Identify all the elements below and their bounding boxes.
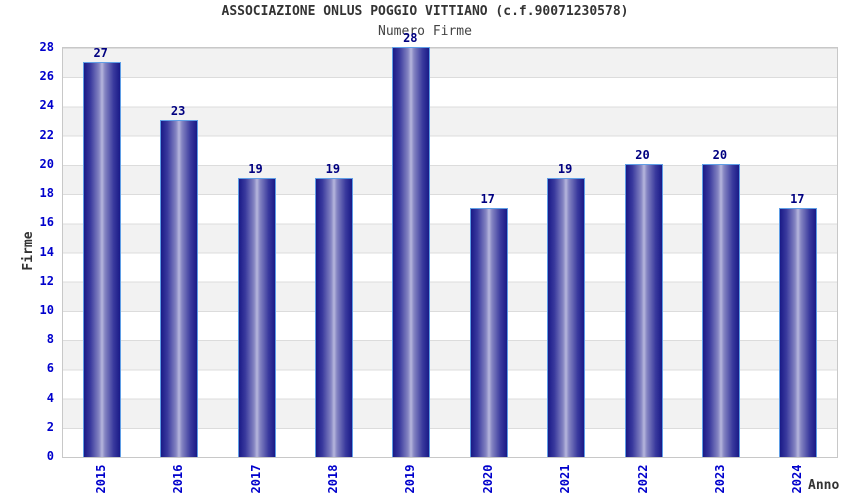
bar-value-label: 19 xyxy=(557,162,573,177)
bar-2023 xyxy=(701,163,740,457)
y-tick-label: 12 xyxy=(39,273,54,288)
bar-value-label: 23 xyxy=(170,104,186,119)
x-axis-label: Anno xyxy=(808,478,840,493)
y-tick-label: 22 xyxy=(39,127,54,142)
y-tick-label: 0 xyxy=(46,449,54,463)
bar-2019 xyxy=(392,47,431,457)
plot-area xyxy=(62,47,838,458)
bar-value-label: 17 xyxy=(480,191,495,206)
bar-value-label: 19 xyxy=(248,162,263,177)
bar-2017 xyxy=(237,178,276,457)
y-tick-label: 8 xyxy=(46,332,54,347)
x-tick-label: 2015 xyxy=(93,464,108,494)
x-tick-label: 2017 xyxy=(248,464,263,494)
bar-2018 xyxy=(314,178,353,457)
x-tick-label: 2020 xyxy=(480,464,495,494)
bar-value-label: 27 xyxy=(93,45,108,60)
bar-2015 xyxy=(82,61,121,457)
bar-2016 xyxy=(160,120,199,457)
y-tick-label: 20 xyxy=(39,156,54,171)
x-tick-label: 2024 xyxy=(790,464,805,494)
y-tick-label: 16 xyxy=(39,215,54,230)
bar-2021 xyxy=(547,178,586,457)
x-tick-label: 2022 xyxy=(635,464,650,494)
x-tick-label: 2018 xyxy=(325,464,340,494)
x-tick-label: 2016 xyxy=(171,464,186,494)
x-tick-label: 2023 xyxy=(712,464,727,494)
bar-2022 xyxy=(624,163,663,457)
y-tick-label: 28 xyxy=(39,40,54,54)
bar-value-label: 19 xyxy=(325,162,341,177)
y-tick-label: 4 xyxy=(46,390,54,405)
x-tick-label: 2021 xyxy=(558,464,573,494)
bar-value-label: 20 xyxy=(712,147,728,162)
y-tick-label: 26 xyxy=(39,69,54,84)
y-tick-label: 6 xyxy=(46,361,54,376)
bar-2024 xyxy=(779,207,818,457)
bar-value-label: 28 xyxy=(403,31,418,45)
y-tick-label: 24 xyxy=(39,98,54,113)
bar-value-label: 17 xyxy=(790,191,805,206)
x-tick-label: 2019 xyxy=(403,464,418,494)
y-tick-label: 10 xyxy=(39,302,54,317)
y-tick-label: 2 xyxy=(46,419,54,434)
y-tick-label: 18 xyxy=(39,186,54,201)
bar-value-label: 20 xyxy=(635,147,650,162)
chart-title: ASSOCIAZIONE ONLUS POGGIO VITTIANO (c.f.… xyxy=(221,4,629,19)
y-tick-label: 14 xyxy=(39,244,54,259)
bar-2020 xyxy=(469,207,508,457)
chart-subtitle: Numero Firme xyxy=(378,24,472,39)
